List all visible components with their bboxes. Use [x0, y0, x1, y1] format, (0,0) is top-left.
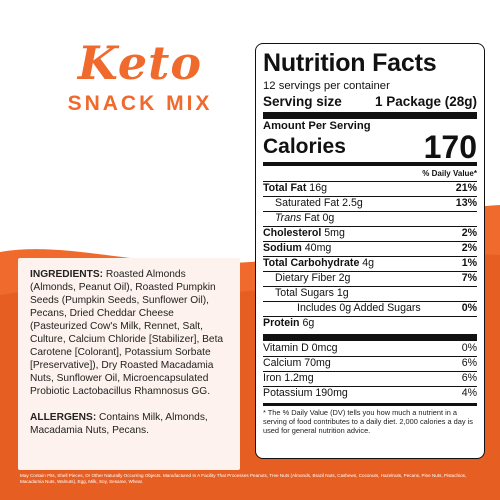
- calcium-label: Calcium 70mg: [263, 356, 331, 369]
- brand-logo: Keto: [77, 36, 203, 90]
- daily-value-header: % Daily Value*: [263, 167, 477, 182]
- iron-label: Iron 1.2mg: [263, 371, 314, 384]
- calories-label: Calories: [263, 135, 346, 158]
- saturated-fat-label: Saturated Fat 2.5g: [275, 196, 363, 209]
- fiber-dv: 7%: [461, 271, 477, 284]
- cholesterol-label: Cholesterol: [263, 226, 322, 239]
- allergens-label: ALLERGENS:: [30, 412, 97, 423]
- brand-block: Keto SNACK MIX: [40, 40, 240, 116]
- ingredients-label: INGREDIENTS:: [30, 269, 104, 280]
- calcium-row: Calcium 70mg 6%: [263, 357, 477, 372]
- serving-size-row: Serving size 1 Package (28g): [263, 93, 477, 110]
- calories-value: 170: [423, 129, 477, 165]
- total-fat-label: Total Fat: [263, 181, 307, 194]
- total-fat-row: Total Fat 16g 21%: [263, 182, 477, 197]
- vitamin-d-dv: 0%: [461, 341, 477, 354]
- total-sugars-row: Total Sugars 1g: [263, 287, 477, 302]
- potassium-row: Potassium 190mg 4%: [263, 387, 477, 402]
- potassium-label: Potassium 190mg: [263, 387, 348, 400]
- cholesterol-row: Cholesterol 5mg 2%: [263, 227, 477, 242]
- sodium-row: Sodium 40mg 2%: [263, 242, 477, 257]
- amount-per-serving: Amount Per Serving: [263, 120, 371, 132]
- added-sugars-label: Includes 0g Added Sugars: [297, 301, 421, 314]
- sodium-dv: 2%: [461, 241, 477, 254]
- divider-thick-vitamins: [263, 333, 477, 341]
- saturated-fat-row: Saturated Fat 2.5g 13%: [263, 197, 477, 212]
- allergens-list: Contains Milk, Almonds, Macadamia Nuts, …: [30, 412, 208, 436]
- daily-value-footnote: * The % Daily Value (DV) tells you how m…: [263, 408, 473, 435]
- serving-size-label: Serving size: [263, 94, 342, 109]
- total-sugars-label: Total Sugars 1g: [275, 286, 349, 299]
- protein-row: Protein 6g: [263, 317, 477, 332]
- cholesterol-dv: 2%: [461, 226, 477, 239]
- nutrition-facts-panel: Nutrition Facts 12 servings per containe…: [255, 43, 485, 459]
- allergens-text: ALLERGENS: Contains Milk, Almonds, Macad…: [30, 411, 228, 437]
- sodium-amount: 40mg: [301, 241, 332, 254]
- calcium-dv: 6%: [461, 356, 477, 369]
- fiber-label: Dietary Fiber 2g: [275, 271, 351, 284]
- total-carb-dv: 1%: [461, 256, 477, 269]
- protein-amount: 6g: [299, 317, 315, 330]
- ingredients-card: INGREDIENTS: Roasted Almonds (Almonds, P…: [18, 258, 240, 470]
- protein-label: Protein: [263, 317, 300, 330]
- iron-row: Iron 1.2mg 6%: [263, 372, 477, 387]
- serving-size-value: 1 Package (28g): [374, 94, 477, 109]
- potassium-dv: 4%: [461, 387, 477, 400]
- added-sugars-dv: 0%: [461, 301, 477, 314]
- total-fat-amount: 16g: [306, 181, 327, 194]
- cholesterol-amount: 5mg: [321, 226, 345, 239]
- ingredients-text: INGREDIENTS: Roasted Almonds (Almonds, P…: [30, 268, 228, 398]
- total-fat-dv: 21%: [455, 181, 477, 194]
- sodium-label: Sodium: [263, 241, 302, 254]
- fiber-row: Dietary Fiber 2g 7%: [263, 272, 477, 287]
- trans-fat-label: Trans: [275, 211, 302, 224]
- trans-fat-amount: Fat 0g: [301, 211, 335, 224]
- vitamin-d-label: Vitamin D 0mcg: [263, 341, 338, 354]
- total-carb-row: Total Carbohydrate 4g 1%: [263, 257, 477, 272]
- ingredients-list: Roasted Almonds (Almonds, Peanut Oil), R…: [30, 269, 224, 397]
- divider-thick: [263, 112, 477, 119]
- saturated-fat-dv: 13%: [455, 196, 477, 209]
- divider-footnote: [263, 402, 477, 406]
- brand-subtitle: SNACK MIX: [67, 92, 213, 115]
- iron-dv: 6%: [461, 371, 477, 384]
- nutrition-title: Nutrition Facts: [263, 49, 437, 77]
- vitamin-d-row: Vitamin D 0mcg 0%: [263, 342, 477, 357]
- calories-row: Calories 170: [263, 129, 477, 165]
- added-sugars-row: Includes 0g Added Sugars 0%: [263, 302, 477, 317]
- trans-fat-row: Trans Fat 0g: [263, 212, 477, 227]
- facility-fine-print: May Contain Pits, Shell Pieces, Or Other…: [20, 473, 467, 485]
- divider-medium: [263, 162, 477, 166]
- total-carb-amount: 4g: [359, 256, 375, 269]
- servings-per-container: 12 servings per container: [263, 80, 390, 92]
- total-carb-label: Total Carbohydrate: [263, 256, 360, 269]
